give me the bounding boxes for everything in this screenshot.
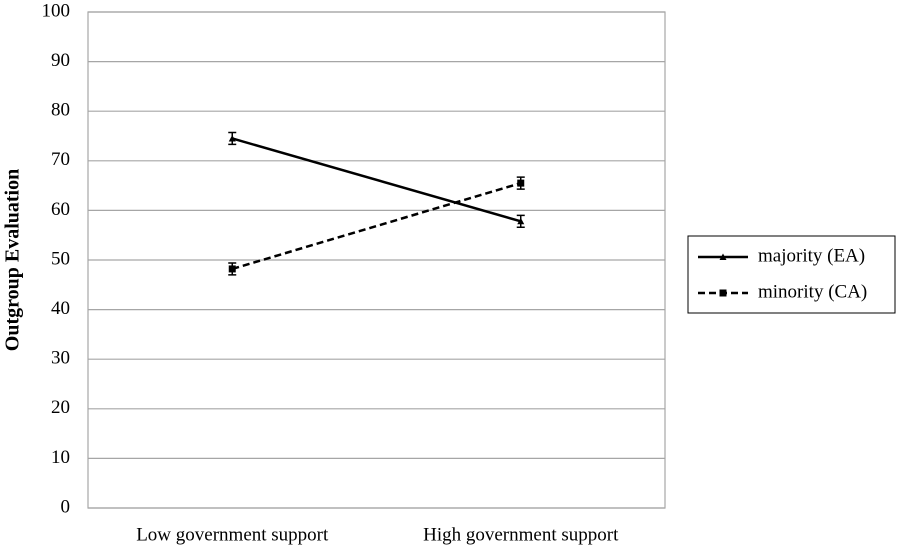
legend-marker [719, 289, 727, 297]
y-tick-label: 40 [51, 298, 70, 319]
y-tick-label: 20 [51, 397, 70, 418]
plot-border [87, 11, 666, 509]
y-tick-label: 30 [51, 348, 70, 369]
legend-label: minority (CA) [758, 281, 867, 302]
y-tick-label: 50 [51, 248, 70, 269]
data-point [517, 217, 525, 225]
y-tick-label: 70 [51, 149, 70, 170]
legend-marker [719, 253, 727, 260]
x-tick-label: Low government support [136, 524, 329, 545]
series-line [231, 137, 522, 223]
data-point [228, 265, 236, 273]
x-tick-label: High government support [423, 524, 619, 545]
data-point [228, 134, 236, 142]
legend-box [687, 235, 896, 314]
y-tick-label: 80 [51, 100, 70, 121]
y-axis-label: Outgroup Evaluation [2, 169, 24, 351]
y-tick-label: 90 [51, 50, 70, 71]
legend-label: majority (EA) [758, 245, 865, 266]
y-tick-label: 10 [51, 447, 70, 468]
y-tick-label: 60 [51, 199, 70, 220]
y-tick-label: 0 [61, 496, 71, 517]
series-line [231, 181, 522, 271]
y-tick-label: 100 [42, 0, 71, 21]
data-point [517, 179, 525, 187]
